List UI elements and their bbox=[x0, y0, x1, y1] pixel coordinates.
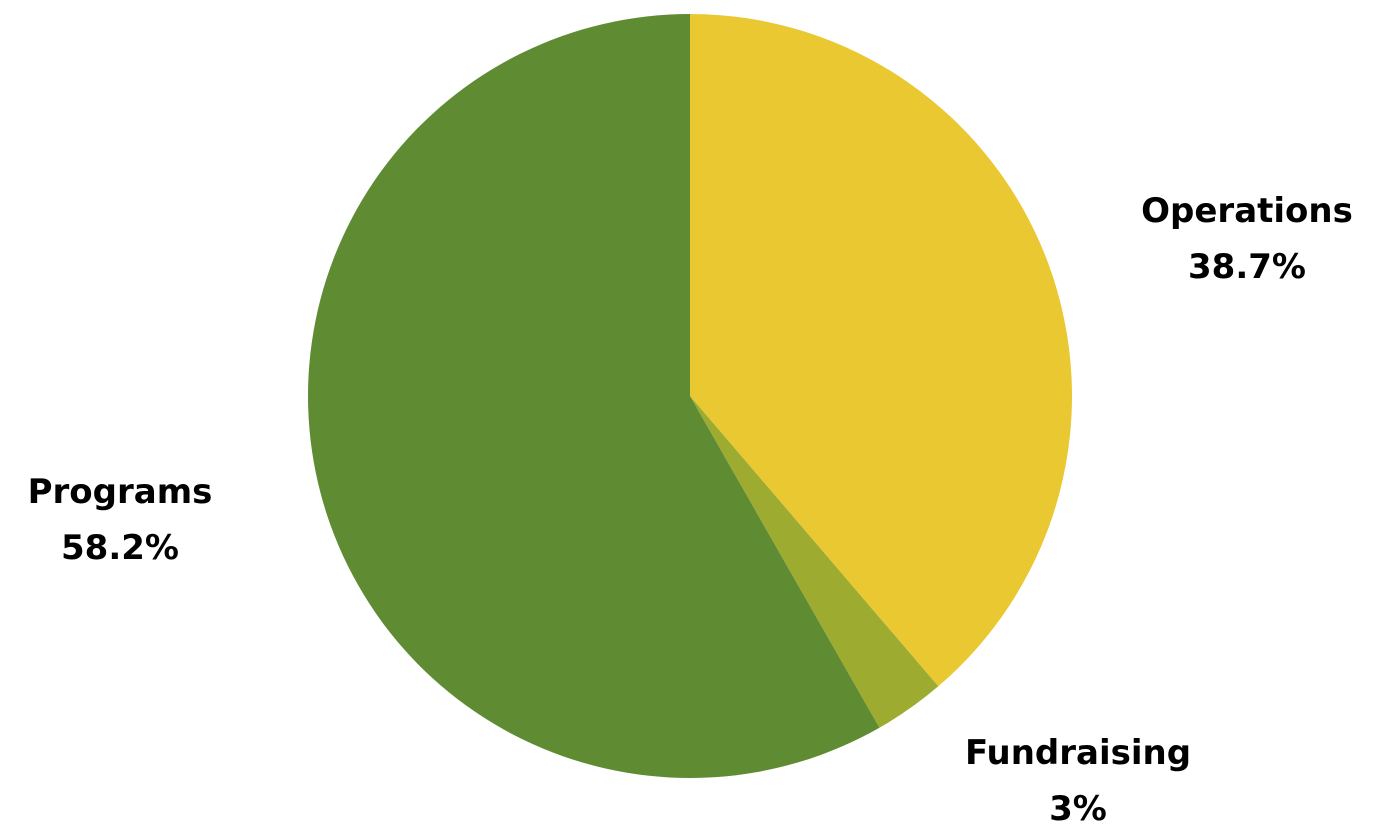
slice-label-programs: Programs 58.2% bbox=[15, 464, 225, 576]
pie-slice-programs bbox=[308, 14, 880, 779]
pie-slice-fundraising bbox=[690, 396, 939, 728]
slice-label-programs-name: Programs bbox=[27, 472, 213, 512]
slice-label-operations: Operations 38.7% bbox=[1132, 183, 1362, 295]
slice-label-fundraising-value: 3% bbox=[1049, 789, 1107, 829]
slice-label-fundraising: Fundraising 3% bbox=[958, 725, 1198, 837]
slice-label-operations-name: Operations bbox=[1141, 191, 1353, 231]
slice-label-fundraising-name: Fundraising bbox=[964, 733, 1192, 773]
pie-slice-operations bbox=[690, 14, 1072, 687]
slice-label-programs-value: 58.2% bbox=[61, 528, 179, 568]
slice-label-operations-value: 38.7% bbox=[1188, 247, 1306, 287]
